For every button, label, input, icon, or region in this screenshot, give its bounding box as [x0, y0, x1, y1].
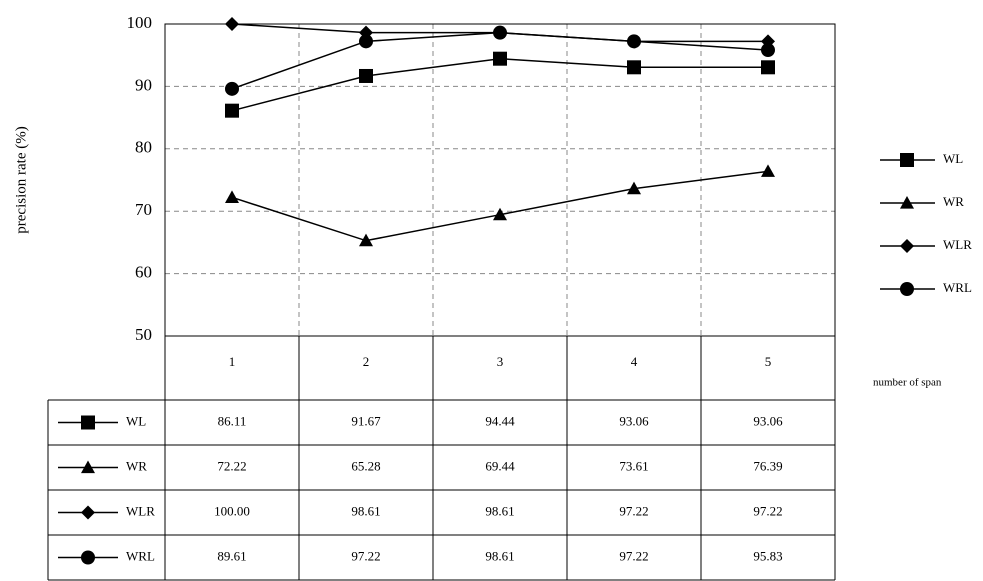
table-cell: 65.28: [351, 458, 380, 473]
table-row-label: WL: [126, 413, 146, 428]
table-cell: 72.22: [217, 458, 246, 473]
table-cell: 97.22: [753, 503, 782, 518]
marker: [627, 34, 641, 49]
table-cell: 98.61: [485, 548, 514, 563]
table-cell: 93.06: [619, 413, 649, 428]
x-tick-label: 2: [363, 354, 370, 369]
legend-label: WL: [943, 151, 963, 166]
x-tick-label: 4: [631, 354, 638, 369]
table-row-label: WLR: [126, 503, 155, 518]
marker: [225, 17, 239, 31]
table-row-label: WR: [126, 458, 147, 473]
table-cell: 91.67: [351, 413, 381, 428]
marker: [225, 81, 239, 96]
marker: [225, 103, 239, 118]
table-cell: 98.61: [351, 503, 380, 518]
marker: [900, 239, 914, 253]
table-cell: 97.22: [619, 548, 648, 563]
y-tick-label: 100: [127, 13, 153, 32]
legend-label: WLR: [943, 237, 972, 252]
series-line: [231, 170, 769, 242]
marker: [900, 282, 914, 296]
marker: [359, 34, 373, 49]
marker: [359, 68, 373, 83]
marker: [225, 190, 239, 203]
legend-label: WRL: [943, 280, 972, 295]
table-cell: 100.00: [214, 503, 250, 518]
table-cell: 86.11: [218, 413, 247, 428]
table-cell: 76.39: [753, 458, 782, 473]
plot-frame: [164, 23, 836, 337]
y-tick-label: 50: [135, 325, 152, 344]
table-cell: 94.44: [485, 413, 515, 428]
y-tick-label: 60: [135, 263, 152, 282]
marker: [493, 51, 507, 66]
marker: [627, 181, 641, 195]
table-cell: 89.61: [217, 548, 246, 563]
table-cell: 97.22: [619, 503, 648, 518]
x-tick-label: 1: [229, 354, 236, 369]
table-cell: 98.61: [485, 503, 514, 518]
marker: [493, 25, 507, 40]
table-cell: 93.06: [753, 413, 783, 428]
x-axis-label: number of span: [873, 377, 942, 389]
y-tick-label: 90: [135, 75, 152, 94]
y-tick-label: 70: [135, 200, 152, 219]
marker: [359, 233, 373, 247]
marker: [761, 43, 775, 58]
y-axis-label: precision rate (%): [13, 126, 29, 233]
marker: [761, 164, 775, 177]
table-row-label: WRL: [126, 548, 155, 563]
x-tick-label: 5: [765, 354, 772, 369]
table-cell: 69.44: [485, 458, 515, 473]
table-cell: 73.61: [619, 458, 648, 473]
marker: [761, 60, 775, 75]
marker: [81, 460, 95, 474]
table-cell: 95.83: [753, 548, 782, 563]
marker: [493, 207, 507, 221]
marker: [81, 550, 95, 565]
y-tick-label: 80: [135, 138, 152, 157]
legend-label: WR: [943, 194, 964, 209]
marker: [900, 196, 914, 209]
x-tick-label: 3: [497, 354, 504, 369]
marker: [81, 505, 95, 520]
marker: [627, 60, 641, 75]
table-cell: 97.22: [351, 548, 380, 563]
marker: [81, 415, 95, 430]
marker: [900, 153, 914, 167]
series-line: [231, 57, 768, 112]
